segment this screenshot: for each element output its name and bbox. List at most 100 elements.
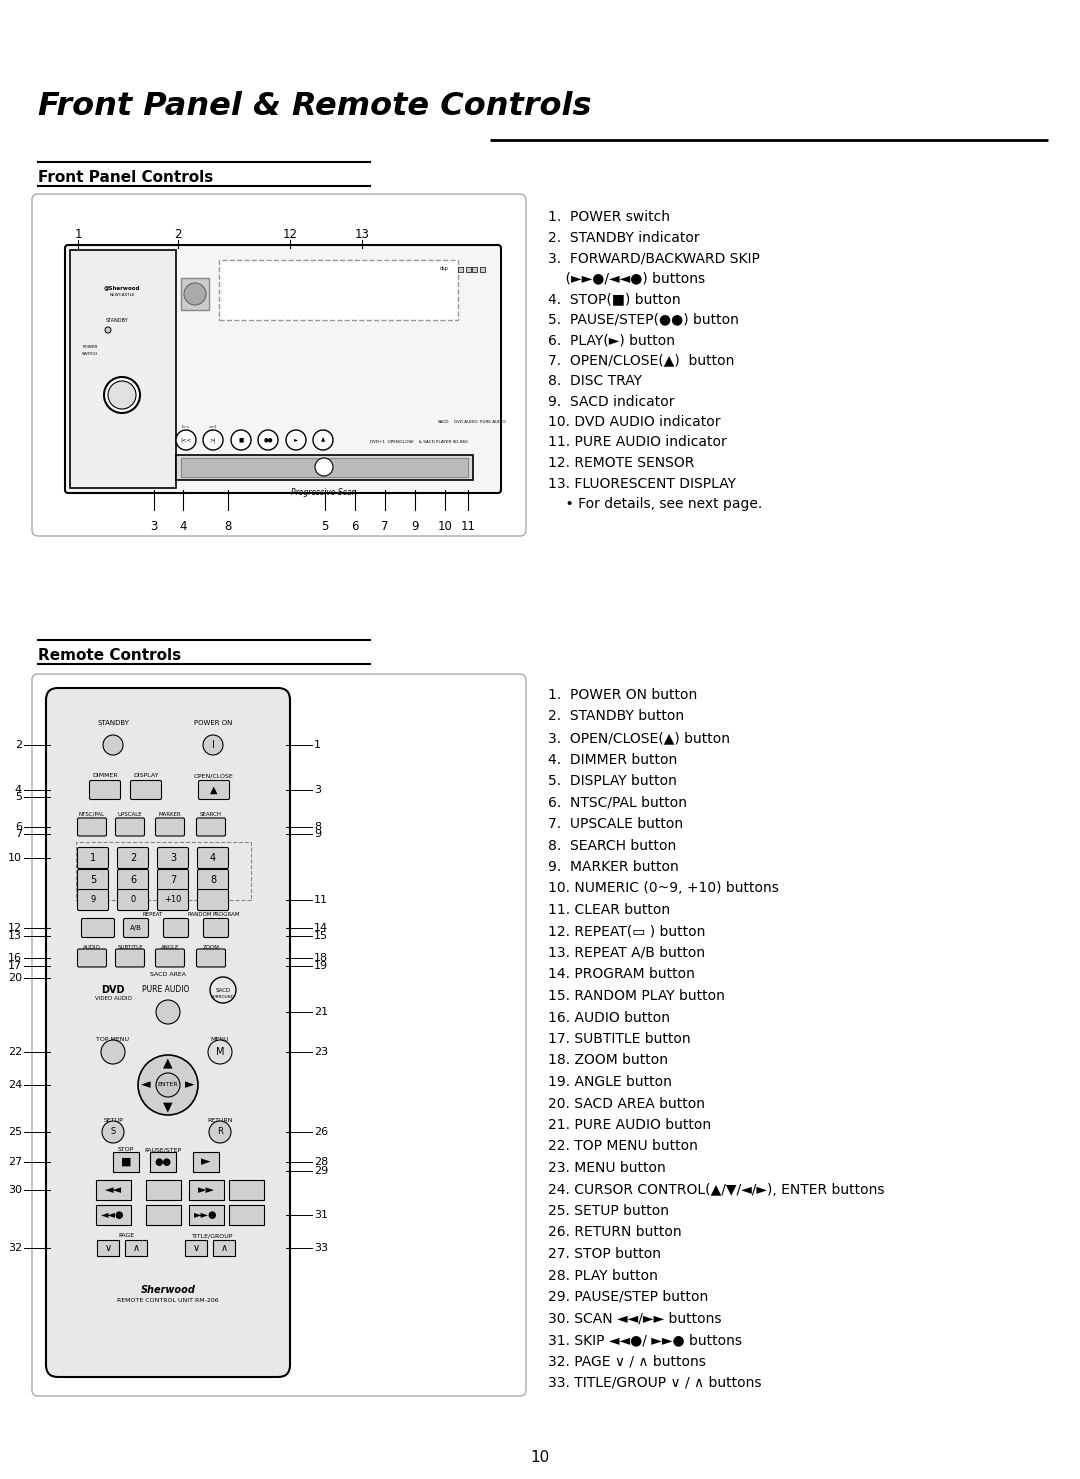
Circle shape [156,1000,180,1023]
FancyBboxPatch shape [78,950,107,967]
FancyBboxPatch shape [158,847,189,868]
Text: 8.  SEARCH button: 8. SEARCH button [548,839,676,852]
Bar [113,1152,139,1171]
Bar [185,1239,207,1256]
Text: SEARCH: SEARCH [200,812,222,816]
Text: 13. FLUORESCENT DISPLAY: 13. FLUORESCENT DISPLAY [548,476,735,491]
Text: 0: 0 [131,895,136,905]
Text: M: M [216,1047,225,1057]
Text: ∧: ∧ [220,1242,228,1253]
Text: 29. PAUSE/STEP button: 29. PAUSE/STEP button [548,1290,708,1304]
Text: 30. SCAN ◄◄/►► buttons: 30. SCAN ◄◄/►► buttons [548,1312,721,1325]
Text: ►►: ►► [198,1185,215,1195]
Text: RETURN: RETURN [207,1118,233,1123]
Bar [458,268,463,272]
Text: 10. NUMERIC (0~9, +10) buttons: 10. NUMERIC (0~9, +10) buttons [548,881,779,895]
Text: 11: 11 [314,895,328,905]
FancyBboxPatch shape [197,950,226,967]
Bar [189,1205,224,1225]
Text: ∧: ∧ [133,1242,139,1253]
Bar [76,842,251,901]
Text: 26: 26 [314,1127,328,1137]
Text: SWITCH: SWITCH [82,352,98,356]
Circle shape [203,430,222,450]
FancyBboxPatch shape [78,889,108,911]
Text: DVD: DVD [102,985,125,995]
Text: ►: ► [201,1155,211,1168]
Text: I: I [212,740,215,750]
Text: STANDBY: STANDBY [106,318,129,322]
Text: 25. SETUP button: 25. SETUP button [548,1204,669,1219]
Text: 12. REMOTE SENSOR: 12. REMOTE SENSOR [548,456,694,470]
Bar [95,1180,131,1199]
Text: Sherwood: Sherwood [140,1285,195,1296]
Text: 24: 24 [8,1080,22,1090]
Text: 13: 13 [8,930,22,941]
Text: +10: +10 [164,895,181,905]
Bar [146,1180,180,1199]
Text: 3: 3 [170,853,176,864]
Text: 29: 29 [314,1165,328,1176]
Text: 4: 4 [15,785,22,796]
Circle shape [138,1055,198,1115]
Text: 18. ZOOM button: 18. ZOOM button [548,1053,669,1068]
FancyBboxPatch shape [198,889,229,911]
Circle shape [315,458,333,476]
FancyBboxPatch shape [203,918,229,938]
FancyBboxPatch shape [118,870,149,890]
FancyBboxPatch shape [158,870,189,890]
Text: 23: 23 [314,1047,328,1057]
Text: ▲: ▲ [211,785,218,796]
FancyBboxPatch shape [156,950,185,967]
Text: PAGE: PAGE [118,1233,134,1238]
Text: PAUSE/STEP: PAUSE/STEP [145,1148,181,1152]
Text: 7: 7 [381,521,389,532]
Text: • For details, see next page.: • For details, see next page. [548,497,762,512]
Bar [193,1152,219,1171]
Text: 5.  DISPLAY button: 5. DISPLAY button [548,774,677,788]
Circle shape [231,430,251,450]
Text: MENU: MENU [211,1037,229,1043]
Text: SURROUND: SURROUND [211,995,234,998]
FancyBboxPatch shape [156,818,185,836]
Text: 11. CLEAR button: 11. CLEAR button [548,904,670,917]
Text: OPEN/CLOSE: OPEN/CLOSE [194,774,234,778]
Text: S: S [110,1127,116,1136]
Circle shape [184,282,206,305]
Text: SETUP: SETUP [103,1118,123,1123]
Text: 12: 12 [8,923,22,933]
Bar [181,458,468,478]
Text: ∨: ∨ [192,1242,200,1253]
Text: 33: 33 [314,1242,328,1253]
FancyBboxPatch shape [199,781,229,800]
Text: Remote Controls: Remote Controls [38,648,181,663]
Text: 19. ANGLE button: 19. ANGLE button [548,1075,672,1089]
Text: 2: 2 [130,853,136,864]
Text: ENTER: ENTER [158,1083,178,1087]
Text: 28: 28 [314,1157,328,1167]
Text: DVD AUDIO: DVD AUDIO [455,420,477,424]
Text: 3: 3 [150,521,158,532]
Text: 6.  NTSC/PAL button: 6. NTSC/PAL button [548,796,687,809]
Text: 1: 1 [314,740,321,750]
Text: A/B: A/B [130,924,141,930]
Text: 8: 8 [225,521,232,532]
Text: ►►●: ►►● [194,1210,218,1220]
Text: DVD+1  OPEN/CLOSE    & SACD PLAYER SD-860: DVD+1 OPEN/CLOSE & SACD PLAYER SD-860 [370,439,468,444]
Text: 5: 5 [90,876,96,884]
FancyBboxPatch shape [78,818,107,836]
Text: 10: 10 [530,1449,550,1466]
Text: 14: 14 [314,923,328,933]
Text: 3.  FORWARD/BACKWARD SKIP: 3. FORWARD/BACKWARD SKIP [548,251,760,265]
Text: Front Panel & Remote Controls: Front Panel & Remote Controls [38,92,592,121]
Text: 1.  POWER switch: 1. POWER switch [548,210,670,223]
Text: 10. DVD AUDIO indicator: 10. DVD AUDIO indicator [548,416,720,429]
Text: Front Panel Controls: Front Panel Controls [38,170,213,185]
FancyBboxPatch shape [78,847,108,868]
Text: 2: 2 [15,740,22,750]
Bar [150,1152,176,1171]
Text: ◄◄: ◄◄ [105,1185,121,1195]
FancyBboxPatch shape [32,674,526,1396]
Circle shape [108,382,136,410]
Text: 13: 13 [354,228,369,241]
